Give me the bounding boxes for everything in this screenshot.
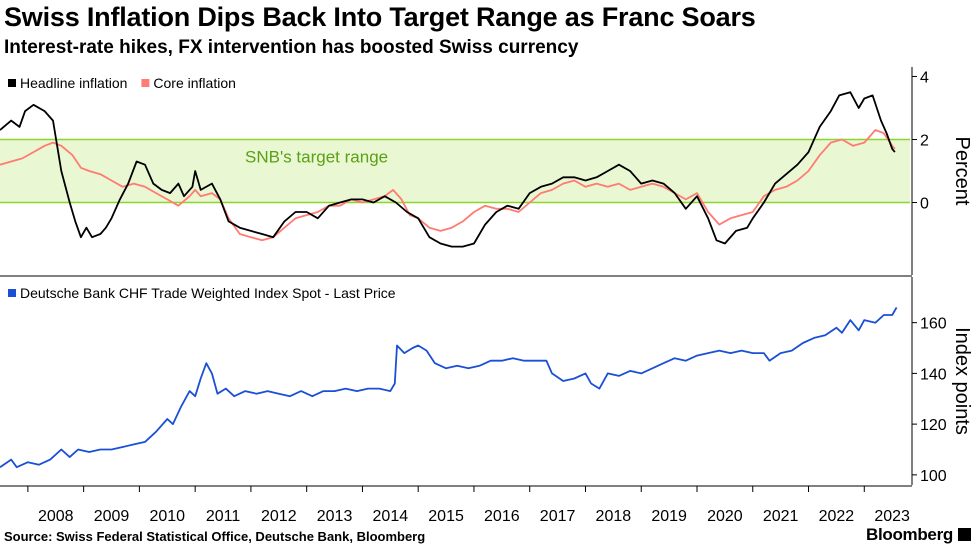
inflation-y-tick-label: 4 (920, 69, 929, 86)
inflation-legend: Headline inflation Core inflation (0, 72, 246, 94)
x-tick-label: 2011 (206, 508, 241, 524)
inflation-panel: SNB's target range 0 2 4 Percent Headline inf… (0, 67, 973, 275)
x-tick-label: 2013 (317, 508, 353, 524)
inflation-legend-label-1: Headline inflation (20, 75, 127, 91)
index-y-tick-label: 100 (920, 468, 947, 485)
inflation-y-axis-label: Percent (951, 137, 973, 206)
index-y-axis-label: Index points (951, 327, 973, 435)
x-tick-label: 2010 (149, 508, 185, 524)
x-axis: 2008 2009 2010 2011 2012 2013 2014 2015 2016 2017… (0, 485, 912, 524)
index-y-tick-label: 140 (920, 366, 947, 383)
index-y-tick-label: 160 (920, 316, 947, 333)
x-tick-label: 2018 (596, 508, 632, 524)
index-legend: Deutsche Bank CHF Trade Weighted Index S… (0, 282, 406, 304)
index-legend-swatch-1 (8, 289, 16, 297)
index-y-tick-label: 120 (920, 417, 947, 434)
inflation-series-1-line (0, 91, 896, 248)
x-tick-label: 2020 (707, 508, 743, 524)
x-tick-label: 2023 (874, 508, 910, 524)
chart-subtitle: Interest-rate hikes, FX intervention has… (4, 37, 579, 58)
source-note: Source: Swiss Federal Statistical Office… (4, 529, 426, 544)
index-legend-label-1: Deutsche Bank CHF Trade Weighted Index S… (20, 285, 396, 301)
x-tick-label: 2022 (819, 508, 855, 524)
inflation-series-2-line (0, 129, 896, 242)
inflation-legend-swatch-2 (141, 79, 150, 87)
bloomberg-square-icon (958, 528, 971, 541)
x-tick-label: 2016 (484, 508, 520, 524)
inflation-legend-swatch-1 (8, 79, 16, 87)
inflation-legend-label-2: Core inflation (153, 75, 236, 91)
inflation-legend-background (0, 72, 246, 94)
chart-area: SNB's target range 0 2 4 Percent Headline inf… (0, 67, 973, 524)
x-tick-label: 2017 (540, 508, 576, 524)
index-legend-background (0, 282, 406, 304)
chart-title: Swiss Inflation Dips Back Into Target Ra… (4, 2, 756, 32)
x-tick-label: 2014 (373, 508, 409, 524)
brand-text: Bloomberg (865, 525, 953, 544)
x-tick-label: 2019 (651, 508, 687, 524)
inflation-y-tick-label: 2 (920, 132, 929, 149)
x-tick-label: 2008 (38, 508, 74, 524)
target-range-label: SNB's target range (245, 147, 388, 166)
x-tick-label: 2021 (763, 508, 799, 524)
x-tick-label: 2012 (261, 508, 297, 524)
x-tick-label: 2015 (428, 508, 464, 524)
inflation-y-tick-label: 0 (920, 196, 929, 213)
bloomberg-logo: Bloomberg (866, 525, 971, 545)
index-series-1-line (0, 306, 898, 469)
x-tick-label: 2009 (94, 508, 130, 524)
target-range-band (0, 139, 910, 203)
